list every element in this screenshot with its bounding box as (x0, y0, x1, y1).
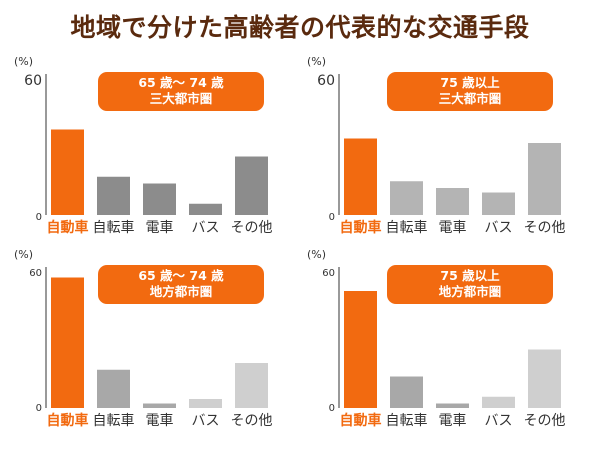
bar (235, 363, 268, 408)
bar (436, 403, 469, 408)
x-tick-label: その他 (524, 413, 566, 429)
bar-chart: (%) 0 60 自動車 自転車 電車 バス その他 (307, 55, 566, 236)
x-tick-label: 電車 (439, 412, 467, 429)
bar (51, 129, 84, 215)
x-tick-label: 自転車 (93, 219, 135, 236)
chart-tag-line-2: 地方都市圏 (149, 284, 213, 299)
chart-tag-line-1: 65 歳～ 74 歳 (138, 268, 224, 283)
y-tick-label: 60 (317, 73, 335, 89)
x-tick-label: 自動車 (340, 412, 382, 429)
x-tick-label: 自転車 (93, 412, 135, 429)
x-tick-label: その他 (231, 220, 273, 236)
y-tick-label: 0 (329, 403, 335, 414)
chart-tag-line-2: 地方都市圏 (438, 284, 502, 299)
chart-tag: 65 歳～ 74 歳 地方都市圏 (98, 265, 264, 304)
bar (189, 203, 222, 215)
y-axis-unit: (%) (14, 55, 33, 68)
chart-tag-line-1: 75 歳以上 (440, 75, 500, 90)
x-tick-label: バス (485, 220, 513, 236)
bar (189, 399, 222, 408)
bar (235, 156, 268, 215)
x-tick-label: バス (485, 413, 513, 429)
x-tick-label: バス (192, 220, 220, 236)
bar (390, 376, 423, 408)
bar-chart: (%) 0 60 自動車 自転車 電車 バス その他 (14, 248, 273, 429)
bar (51, 277, 84, 408)
x-tick-label: 自転車 (386, 219, 428, 236)
x-tick-label: その他 (231, 413, 273, 429)
chart-tag: 75 歳以上 地方都市圏 (387, 265, 553, 304)
bar (344, 291, 377, 408)
chart-panel-2: (%) 0 60 自動車 自転車 電車 バス その他 75 歳以上 三大都市圏 (305, 55, 595, 260)
y-tick-label: 60 (322, 268, 335, 279)
y-axis-unit: (%) (14, 248, 33, 261)
x-tick-label: 電車 (146, 219, 174, 236)
x-tick-label: バス (192, 413, 220, 429)
page-title: 地域で分けた高齢者の代表的な交通手段 (70, 13, 530, 42)
bar-chart: (%) 0 60 自動車 自転車 電車 バス その他 (307, 248, 566, 429)
x-tick-label: 電車 (146, 412, 174, 429)
y-tick-label: 60 (29, 268, 42, 279)
chart-panel-4: (%) 0 60 自動車 自転車 電車 バス その他 75 歳以上 地方都市圏 (305, 248, 595, 453)
chart-panel-3: (%) 0 60 自動車 自転車 電車 バス その他 65 歳～ 74 歳 地方都市圏 (12, 248, 302, 453)
x-tick-label: 自動車 (47, 219, 89, 236)
bar (344, 138, 377, 215)
bar (528, 143, 561, 215)
bar (482, 396, 515, 408)
x-tick-label: 自動車 (340, 219, 382, 236)
y-tick-label: 0 (36, 212, 42, 223)
x-tick-label: 電車 (439, 219, 467, 236)
x-tick-label: 自転車 (386, 412, 428, 429)
y-axis-unit: (%) (307, 248, 326, 261)
bar (97, 176, 130, 215)
chart-tag: 65 歳～ 74 歳 三大都市圏 (98, 72, 264, 111)
chart-tag-line-1: 75 歳以上 (440, 268, 500, 283)
bar (436, 188, 469, 215)
bar (143, 183, 176, 215)
y-axis-unit: (%) (307, 55, 326, 68)
bar (528, 349, 561, 408)
x-tick-label: 自動車 (47, 412, 89, 429)
y-tick-label: 60 (24, 73, 42, 89)
bar (482, 192, 515, 215)
bar (143, 403, 176, 408)
x-tick-label: その他 (524, 220, 566, 236)
chart-tag-line-2: 三大都市圏 (149, 91, 213, 106)
chart-tag-line-2: 三大都市圏 (438, 91, 502, 106)
chart-tag-line-1: 65 歳～ 74 歳 (138, 75, 224, 90)
chart-tag: 75 歳以上 三大都市圏 (387, 72, 553, 111)
bar (390, 181, 423, 215)
bar-chart: (%) 0 60 自動車 自転車 電車 バス その他 (14, 55, 273, 236)
chart-panel-1: (%) 0 60 自動車 自転車 電車 バス その他 65 歳～ 74 歳 三大都市圏 (12, 55, 302, 260)
y-tick-label: 0 (36, 403, 42, 414)
y-tick-label: 0 (329, 212, 335, 223)
bar (97, 369, 130, 408)
